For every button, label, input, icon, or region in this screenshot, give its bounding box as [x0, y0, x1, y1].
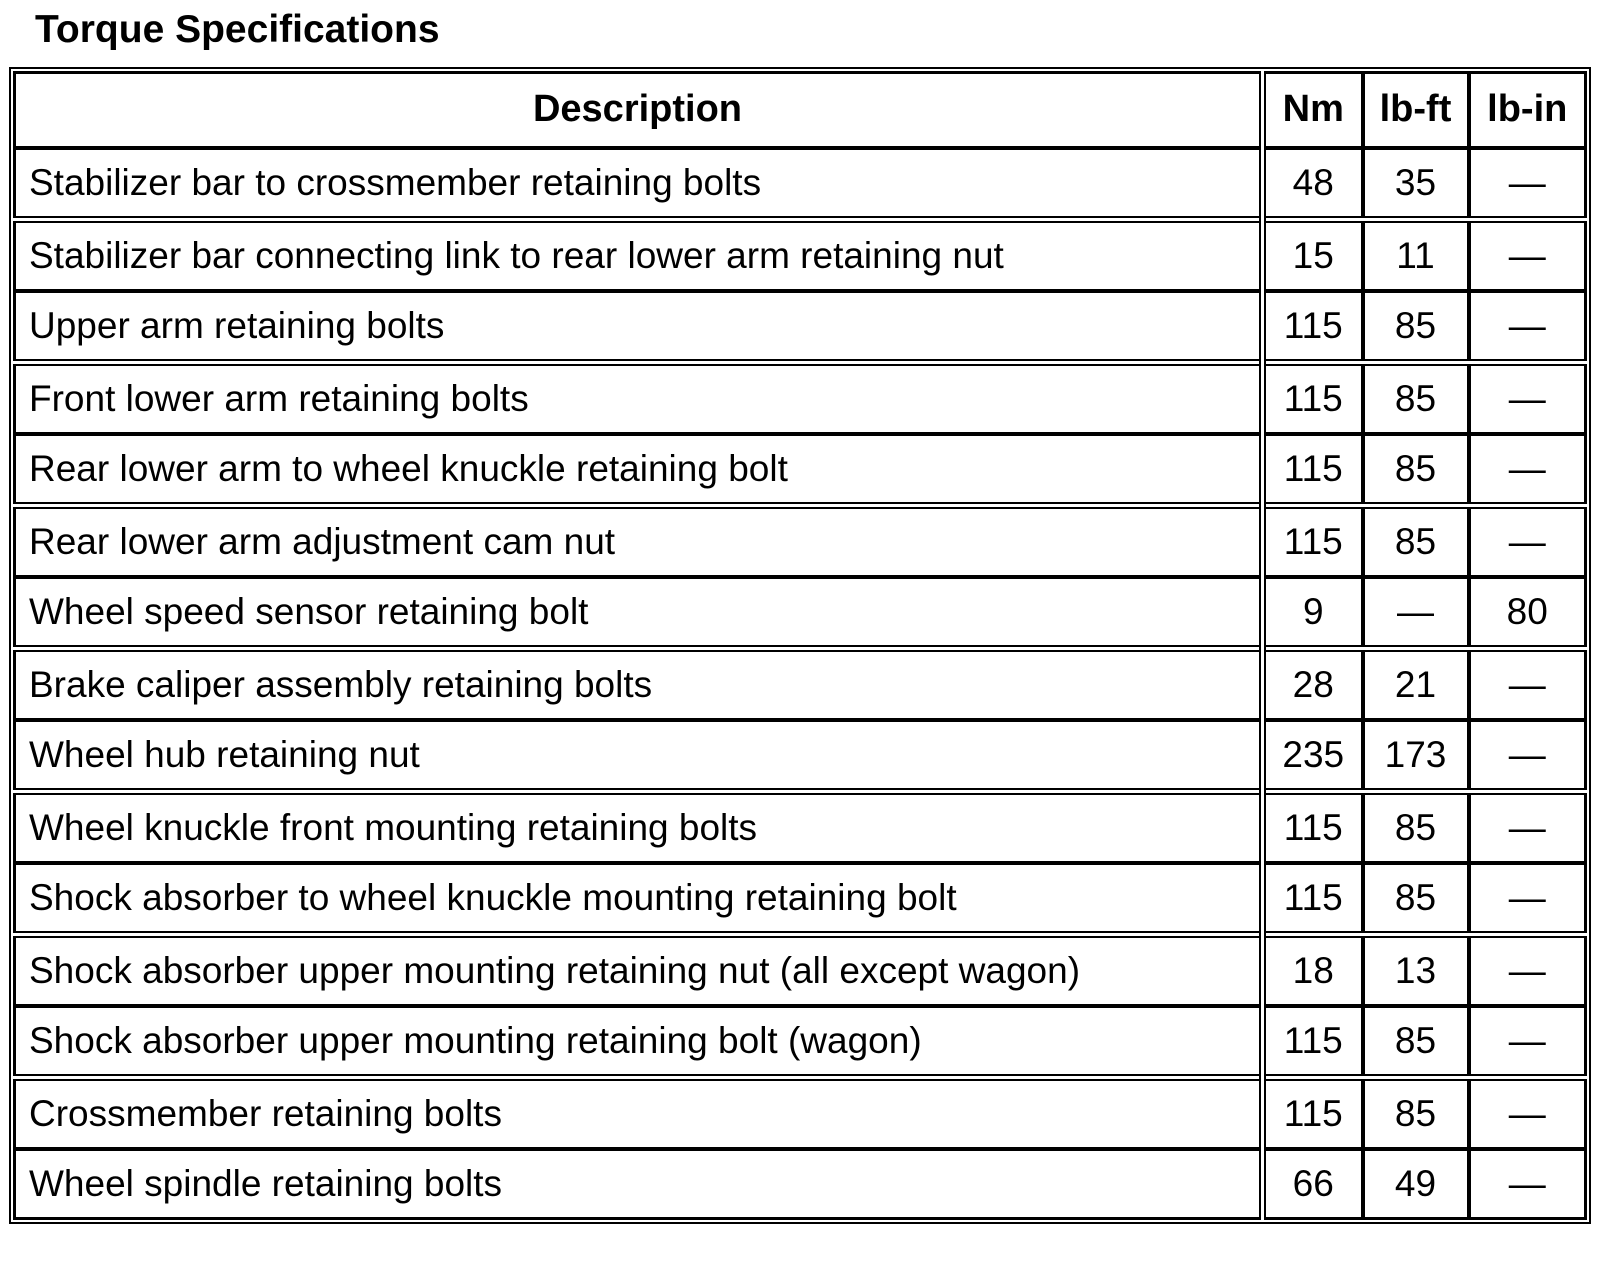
lb-in-cell: —	[1466, 219, 1586, 291]
nm-cell: 28	[1259, 648, 1363, 720]
description-cell: Shock absorber upper mounting retaining …	[29, 949, 1081, 991]
table-row: Shock absorber upper mounting retaining …	[14, 934, 1586, 1006]
lb-in-cell: —	[1466, 1005, 1586, 1078]
table-row: Upper arm retaining bolts 115 85 —	[14, 290, 1586, 363]
lb-ft-cell: 49	[1360, 1148, 1469, 1219]
nm-cell: 18	[1259, 934, 1363, 1006]
header-lb-in: lb-in	[1466, 72, 1586, 148]
lb-in-cell: —	[1466, 934, 1586, 1006]
lb-in-cell: —	[1466, 1077, 1586, 1149]
table-row: Crossmember retaining bolts 115 85 —	[14, 1077, 1586, 1149]
description-cell: Shock absorber upper mounting retaining …	[29, 1019, 922, 1061]
table-row: Shock absorber to wheel knuckle mounting…	[14, 862, 1586, 935]
table-row: Wheel knuckle front mounting retaining b…	[14, 791, 1586, 863]
table-row: Rear lower arm to wheel knuckle retainin…	[14, 433, 1586, 506]
nm-cell: 115	[1259, 433, 1363, 506]
lb-ft-cell: 85	[1360, 433, 1469, 506]
lb-ft-cell: 85	[1360, 1005, 1469, 1078]
lb-in-cell: —	[1466, 648, 1586, 720]
description-cell: Wheel speed sensor retaining bolt	[29, 590, 589, 632]
lb-in-cell: —	[1466, 791, 1586, 863]
description-cell: Shock absorber to wheel knuckle mounting…	[29, 876, 957, 918]
description-cell: Upper arm retaining bolts	[29, 304, 445, 346]
header-description: Description	[532, 88, 743, 131]
nm-cell: 115	[1259, 362, 1363, 434]
description-cell: Wheel hub retaining nut	[29, 733, 420, 775]
nm-cell: 9	[1259, 576, 1363, 649]
description-cell: Rear lower arm to wheel knuckle retainin…	[29, 447, 788, 489]
lb-ft-cell: 35	[1360, 147, 1469, 220]
nm-cell: 115	[1259, 862, 1363, 935]
lb-ft-cell: —	[1360, 576, 1469, 649]
lb-ft-cell: 13	[1360, 934, 1469, 1006]
table-row: Wheel hub retaining nut 235 173 —	[14, 719, 1586, 792]
header-row: Description Nm lb-ft lb-in	[14, 72, 1586, 148]
nm-cell: 115	[1259, 1005, 1363, 1078]
lb-ft-cell: 85	[1360, 362, 1469, 434]
lb-ft-cell: 85	[1360, 505, 1469, 577]
lb-ft-cell: 21	[1360, 648, 1469, 720]
lb-in-cell: 80	[1466, 576, 1586, 649]
description-cell: Stabilizer bar to crossmember retaining …	[29, 161, 762, 203]
header-lb-ft: lb-ft	[1360, 72, 1469, 148]
lb-in-cell: —	[1466, 362, 1586, 434]
table-row: Brake caliper assembly retaining bolts 2…	[14, 648, 1586, 720]
description-cell: Brake caliper assembly retaining bolts	[29, 663, 653, 705]
description-cell: Wheel knuckle front mounting retaining b…	[29, 806, 758, 848]
nm-cell: 115	[1259, 505, 1363, 577]
nm-cell: 15	[1259, 219, 1363, 291]
description-cell: Stabilizer bar connecting link to rear l…	[29, 234, 1004, 276]
description-cell: Crossmember retaining bolts	[29, 1092, 502, 1134]
table-row: Wheel spindle retaining bolts 66 49 —	[15, 1148, 1586, 1219]
lb-ft-cell: 85	[1360, 862, 1469, 935]
nm-cell: 115	[1259, 791, 1363, 863]
nm-cell: 235	[1259, 719, 1363, 792]
lb-in-cell: —	[1466, 290, 1586, 363]
torque-specifications-table: Description Nm lb-ft lb-in Stabilizer ba…	[13, 70, 1587, 1220]
description-cell: Wheel spindle retaining bolts	[29, 1162, 503, 1204]
nm-cell: 66	[1259, 1148, 1363, 1219]
nm-cell: 48	[1259, 147, 1363, 220]
lb-ft-cell: 85	[1360, 1077, 1469, 1149]
lb-ft-cell: 173	[1360, 719, 1469, 792]
page-title: Torque Specifications	[35, 8, 440, 51]
lb-ft-cell: 85	[1360, 290, 1469, 363]
lb-ft-cell: 11	[1360, 219, 1469, 291]
nm-cell: 115	[1259, 290, 1363, 363]
table-row: Stabilizer bar connecting link to rear l…	[14, 219, 1586, 291]
lb-in-cell: —	[1466, 433, 1586, 506]
table-row: Stabilizer bar to crossmember retaining …	[14, 147, 1586, 220]
lb-in-cell: —	[1466, 719, 1586, 792]
table-row: Rear lower arm adjustment cam nut 115 85…	[14, 505, 1586, 577]
lb-in-cell: —	[1466, 862, 1586, 935]
table-row: Wheel speed sensor retaining bolt 9 — 80	[14, 576, 1586, 649]
description-cell: Front lower arm retaining bolts	[29, 377, 529, 419]
nm-cell: 115	[1259, 1077, 1363, 1149]
lb-ft-cell: 85	[1360, 791, 1469, 863]
table-row: Shock absorber upper mounting retaining …	[14, 1005, 1586, 1078]
header-nm: Nm	[1259, 72, 1363, 148]
lb-in-cell: —	[1466, 147, 1586, 220]
table-row: Front lower arm retaining bolts 115 85 —	[14, 362, 1586, 434]
lb-in-cell: —	[1466, 1148, 1586, 1219]
description-cell: Rear lower arm adjustment cam nut	[29, 520, 616, 562]
torque-table-frame: Description Nm lb-ft lb-in Stabilizer ba…	[9, 66, 1591, 1224]
lb-in-cell: —	[1466, 505, 1586, 577]
